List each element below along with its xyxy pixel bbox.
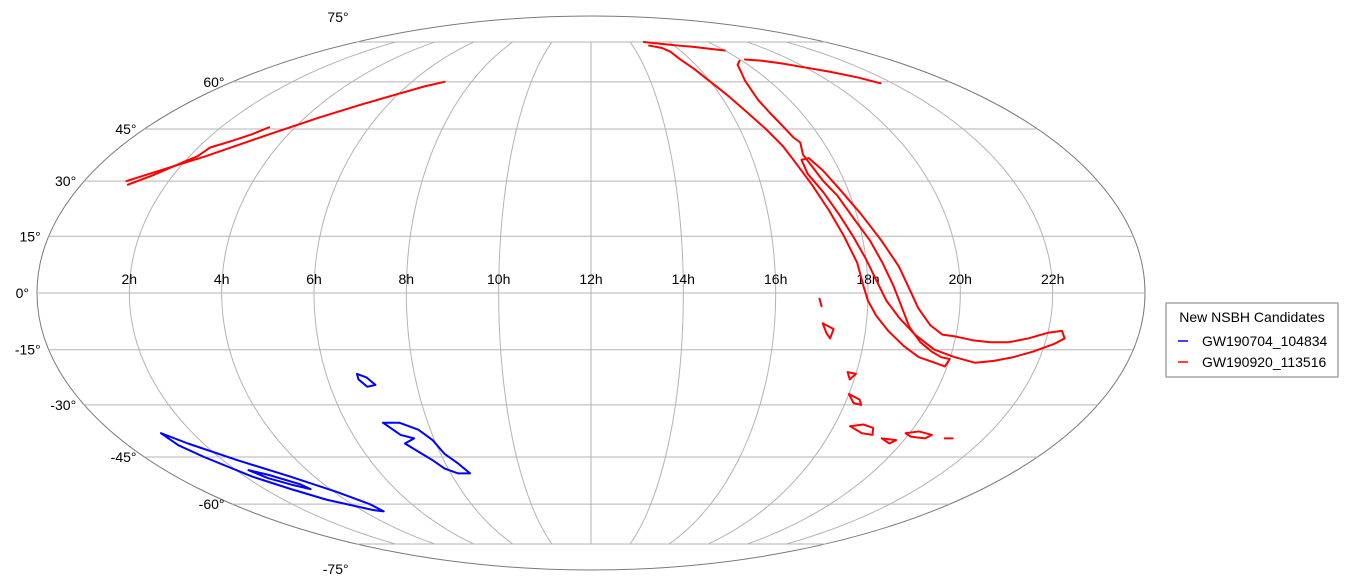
legend-box <box>1165 302 1339 378</box>
ra-tick-label: 16h <box>764 271 787 287</box>
dec-tick-label: -60° <box>199 496 225 512</box>
contour-line <box>355 372 377 388</box>
contour-series-gw190704 <box>159 372 472 513</box>
contour-line <box>743 58 882 85</box>
dec-tick-label: 60° <box>203 74 224 90</box>
dec-tick-label: -75° <box>323 561 349 574</box>
dec-tick-label: 45° <box>115 121 136 137</box>
ra-tick-labels: 2h 4h 6h 8h 10h 12h 14h 16h 18h 20h 22h <box>122 271 1065 287</box>
ra-tick-label: 20h <box>949 271 972 287</box>
dec-tick-label: 75° <box>327 9 348 25</box>
contour-line <box>800 157 1066 364</box>
ra-tick-label: 10h <box>487 271 510 287</box>
ra-tick-label: 8h <box>399 271 415 287</box>
ra-tick-label: 22h <box>1041 271 1064 287</box>
dec-tick-label: 30° <box>55 173 76 189</box>
contour-line <box>642 41 726 52</box>
probability-contours <box>125 41 1066 513</box>
contour-line <box>846 371 857 381</box>
contour-series-gw190920 <box>125 41 1066 445</box>
contour-line <box>126 126 271 186</box>
contour-line <box>847 393 863 406</box>
dec-tick-label: 15° <box>20 228 41 244</box>
contour-line <box>904 430 933 440</box>
legend-title: New NSBH Candidates <box>1179 309 1325 325</box>
ra-tick-label: 2h <box>122 271 138 287</box>
dec-tick-label: -45° <box>111 449 137 465</box>
contour-line <box>648 44 951 368</box>
contour-line <box>818 297 823 308</box>
ra-tick-label: 14h <box>672 271 695 287</box>
dec-tick-label: -30° <box>50 397 76 413</box>
contour-line <box>880 437 898 445</box>
legend-label-gw190920: GW190920_113516 <box>1202 354 1326 370</box>
contour-line <box>125 80 446 183</box>
contour-line <box>821 322 835 340</box>
contour-line <box>381 421 472 475</box>
ra-tick-label: 4h <box>214 271 230 287</box>
ra-tick-label: 12h <box>579 271 602 287</box>
dec-tick-labels: 75° 60° 45° 30° 15° 0° -15° -30° -45° -60° -75° <box>15 9 349 577</box>
contour-line <box>849 423 875 436</box>
dec-tick-label: 0° <box>16 285 29 301</box>
legend-label-gw190704: GW190704_104834 <box>1202 333 1328 349</box>
contour-line <box>247 469 312 491</box>
ra-tick-label: 6h <box>306 271 322 287</box>
dec-tick-label: -15° <box>15 342 41 358</box>
contour-line <box>159 432 385 513</box>
graticule <box>37 41 1145 545</box>
legend: New NSBH Candidates GW190704_104834 GW19… <box>1165 302 1339 378</box>
